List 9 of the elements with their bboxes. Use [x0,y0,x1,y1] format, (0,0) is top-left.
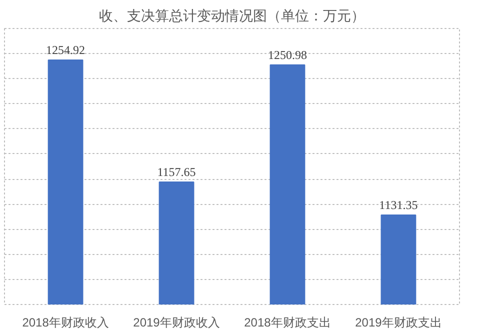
x-tick-label: 2019年财政支出 [355,316,442,330]
chart-title: 收、支决算总计变动情况图（单位：万元） [99,8,365,24]
data-label: 1250.98 [268,48,307,62]
x-tick-label: 2019年财政收入 [133,316,220,330]
x-tick-label: 2018年财政收入 [22,316,109,330]
data-label: 1131.35 [379,198,418,212]
data-label: 1157.65 [157,164,196,179]
data-label: 1254.92 [46,42,86,57]
x-tick-label: 2018年财政支出 [244,316,331,330]
